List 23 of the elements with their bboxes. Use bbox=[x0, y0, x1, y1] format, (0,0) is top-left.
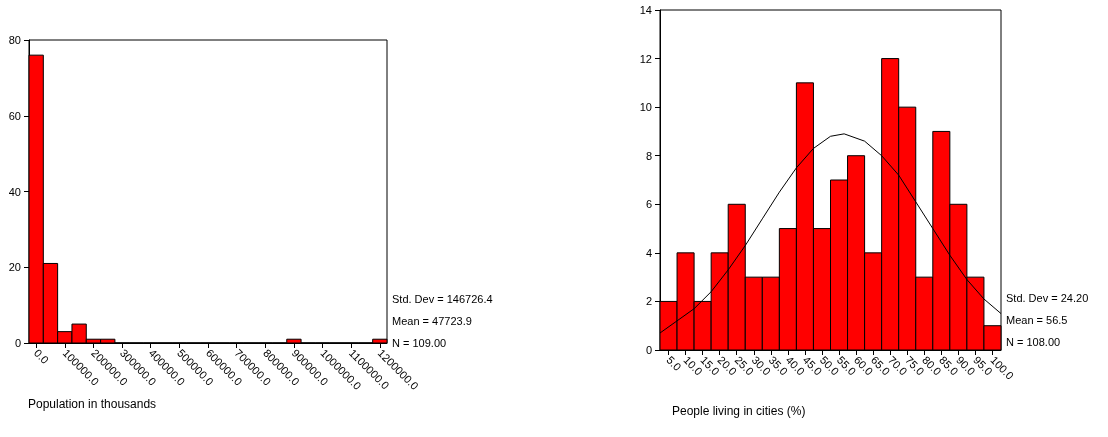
y-tick-label: 0 bbox=[645, 344, 652, 356]
x-axis-title: People living in cities (%) bbox=[672, 404, 806, 418]
text: N = 109.00 bbox=[392, 336, 447, 349]
text: Std. Dev = 146726.4 bbox=[392, 292, 493, 305]
x-axis-title: Population in thousands bbox=[28, 397, 157, 411]
y-tick-label: 12 bbox=[639, 52, 652, 65]
y-tick-label: 6 bbox=[645, 198, 652, 211]
text: N = 108.00 bbox=[1006, 335, 1061, 348]
text: Mean = 47723.9 bbox=[392, 314, 472, 327]
x-tick-label: 0.0 bbox=[31, 346, 52, 367]
x-tick-label: 5.0 bbox=[664, 353, 684, 374]
y-tick-label: 14 bbox=[639, 4, 652, 16]
y-tick-label: 4 bbox=[645, 246, 652, 259]
y-tick-label: 40 bbox=[8, 185, 21, 198]
y-tick-label: 60 bbox=[8, 109, 21, 122]
y-tick-label: 2 bbox=[645, 295, 652, 308]
y-tick-label: 20 bbox=[8, 261, 21, 274]
y-tick-label: 0 bbox=[14, 337, 21, 349]
y-tick-label: 10 bbox=[639, 101, 652, 114]
y-tick-label: 8 bbox=[645, 149, 652, 162]
text: Std. Dev = 24.20 bbox=[1006, 291, 1089, 304]
y-tick-label: 80 bbox=[8, 34, 21, 46]
text: Mean = 56.5 bbox=[1006, 313, 1068, 326]
